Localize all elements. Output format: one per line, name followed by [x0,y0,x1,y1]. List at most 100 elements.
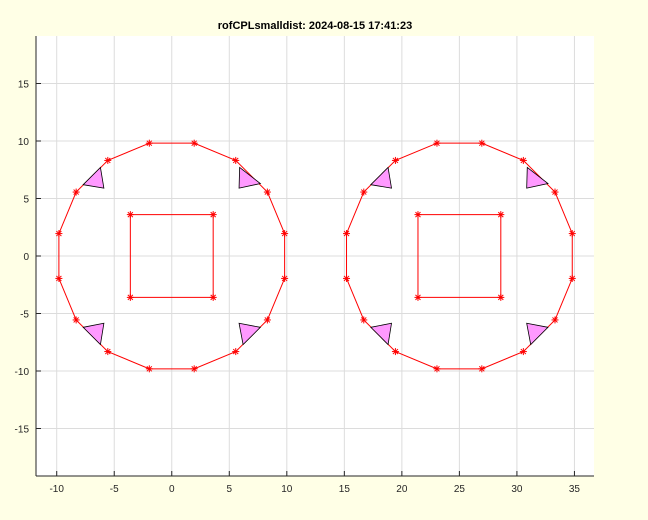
asterisk-marker [568,274,576,282]
asterisk-stroke [497,211,504,218]
triangle-patch [369,322,392,346]
shapes [55,139,576,373]
asterisk-marker [55,274,63,282]
asterisk-marker [360,188,368,196]
asterisk-stroke [360,189,367,195]
asterisk-marker [126,293,134,301]
x-tick-label: 15 [339,484,351,495]
asterisk-stroke [360,317,367,323]
asterisk-marker [281,274,289,282]
asterisk-marker [433,139,441,147]
x-tick-label: 30 [511,484,523,495]
triangle-patch [526,166,549,189]
asterisk-stroke [232,157,239,164]
asterisk-stroke [552,189,558,195]
asterisk-stroke [104,348,111,355]
asterisk-marker [568,230,576,238]
asterisk-marker [343,230,351,238]
asterisk-stroke [415,211,421,218]
y-tick-label: -5 [20,310,29,321]
triangle-patch [82,322,105,346]
asterisk-stroke [104,157,111,164]
asterisk-marker [190,365,198,373]
asterisk-marker [391,348,399,356]
asterisk-stroke [343,230,350,237]
asterisk-marker [209,211,217,219]
y-tick-label: 5 [23,194,29,205]
x-tick-label: 35 [569,484,581,495]
asterisk-stroke [210,294,217,301]
asterisk-marker [190,139,198,147]
asterisk-marker [209,293,217,301]
x-tick-label: 5 [227,484,233,495]
x-tick-label: -10 [49,484,64,495]
asterisk-marker [104,348,112,356]
asterisk-marker [343,274,351,282]
asterisk-marker [145,365,153,373]
asterisk-stroke [343,275,350,282]
asterisk-marker [519,156,527,164]
asterisk-marker [72,316,80,324]
y-tick-label: -15 [15,425,30,436]
asterisk-stroke [415,294,421,301]
x-tick-label: 0 [169,484,175,495]
asterisk-stroke [191,140,198,147]
asterisk-stroke [281,275,288,282]
asterisk-marker [232,156,240,164]
asterisk-stroke [191,365,198,372]
grid [36,36,594,476]
asterisk-marker [497,211,505,219]
asterisk-marker [281,230,289,238]
asterisk-stroke [434,140,440,147]
triangle-patch [238,166,262,189]
x-tick-label: -5 [110,484,119,495]
asterisk-marker [519,348,527,356]
asterisk-marker [478,139,486,147]
asterisk-marker [145,139,153,147]
asterisk-stroke [392,348,399,355]
x-tick-label: 10 [281,484,293,495]
y-tick-label: -10 [15,367,30,378]
asterisk-marker [263,316,271,324]
asterisk-stroke [569,230,576,237]
asterisk-marker [478,365,486,373]
asterisk-stroke [73,189,80,195]
triangle-patch [238,322,262,346]
triangle-patch [369,166,392,189]
asterisk-stroke [146,140,153,147]
asterisk-stroke [127,294,134,301]
asterisk-stroke [210,211,217,218]
asterisk-stroke [264,317,271,323]
asterisk-marker [414,211,422,219]
asterisk-stroke [392,157,399,164]
asterisk-stroke [127,211,134,218]
asterisk-stroke [232,348,239,355]
asterisk-stroke [73,317,80,323]
asterisk-marker [55,230,63,238]
asterisk-stroke [56,275,62,282]
axes: -10 -5 0 5 10 15 20 25 30 35 -15 -10 -5 0 5 10 15 [15,36,594,495]
asterisk-stroke [478,140,485,147]
asterisk-marker [72,188,80,196]
asterisk-marker [391,156,399,164]
asterisk-stroke [434,365,440,372]
asterisk-stroke [497,294,504,301]
asterisk-stroke [569,275,576,282]
asterisk-marker [414,293,422,301]
asterisk-stroke [552,317,558,323]
x-tick-label: 25 [454,484,466,495]
asterisk-marker [551,188,559,196]
asterisk-marker [360,316,368,324]
asterisk-stroke [478,365,485,372]
asterisk-marker [551,316,559,324]
asterisk-stroke [281,230,288,237]
y-tick-label: 15 [18,79,30,90]
triangle-patch [526,322,549,346]
x-tick-label: 20 [396,484,408,495]
asterisk-marker [232,348,240,356]
asterisk-stroke [146,365,153,372]
asterisk-marker [263,188,271,196]
y-tick-label: 10 [18,137,30,148]
asterisk-marker [497,293,505,301]
